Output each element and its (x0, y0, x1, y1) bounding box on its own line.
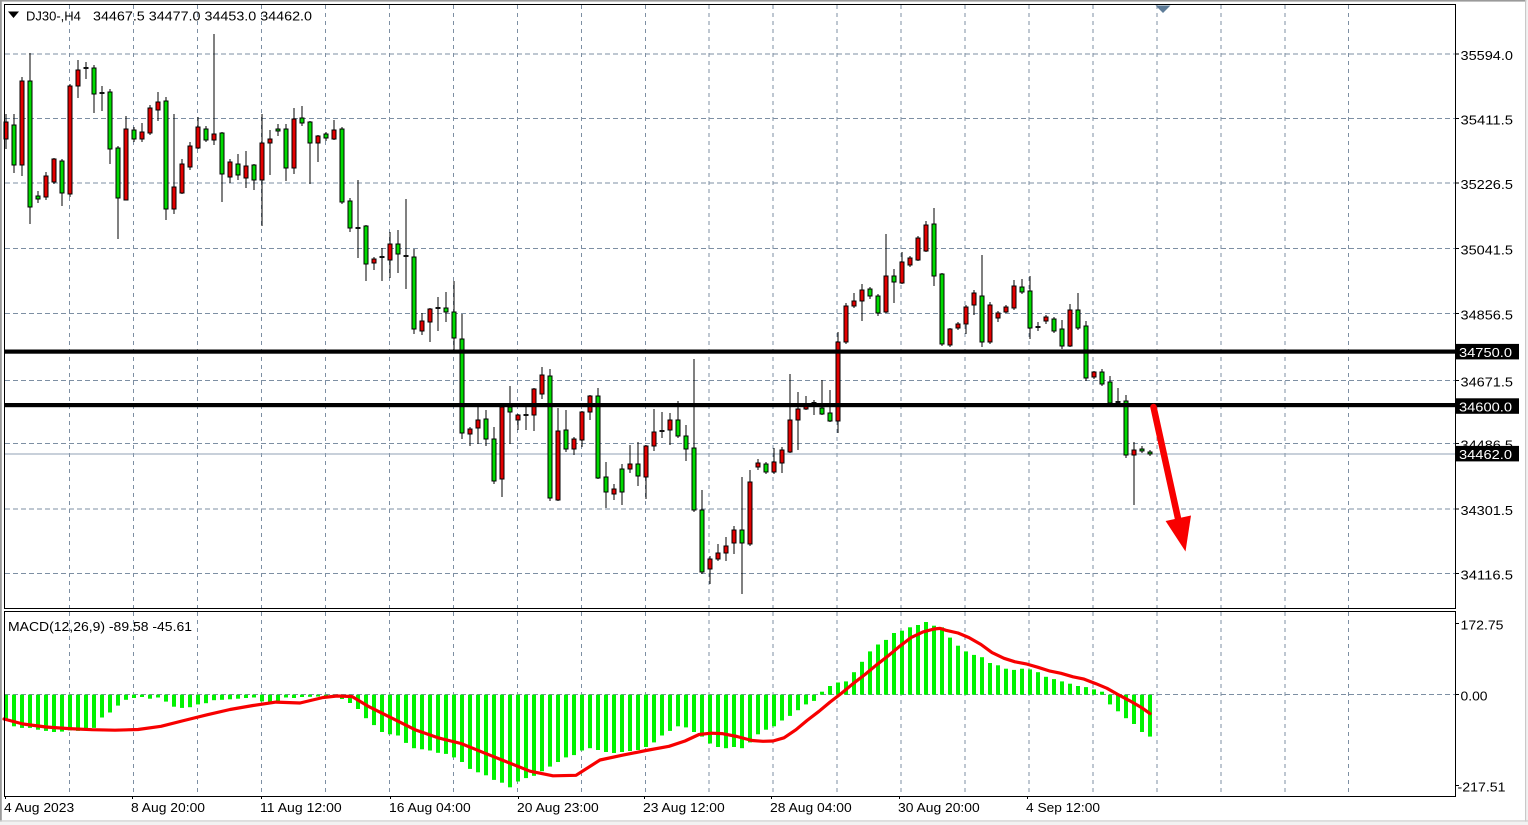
svg-text:4 Sep 12:00: 4 Sep 12:00 (1026, 800, 1100, 815)
svg-text:34750.0: 34750.0 (1459, 345, 1512, 360)
svg-text:16 Aug 04:00: 16 Aug 04:00 (389, 800, 471, 815)
svg-text:0.00: 0.00 (1461, 689, 1488, 704)
svg-text:35411.5: 35411.5 (1461, 113, 1514, 128)
svg-text:35041.5: 35041.5 (1461, 242, 1514, 257)
svg-text:20 Aug 23:00: 20 Aug 23:00 (517, 800, 599, 815)
svg-text:30 Aug 20:00: 30 Aug 20:00 (898, 800, 980, 815)
svg-text:-217.51: -217.51 (1458, 780, 1506, 795)
svg-text:DJ30-,H4: DJ30-,H4 (26, 9, 81, 24)
svg-text:MACD(12,26,9) -89.58 -45.61: MACD(12,26,9) -89.58 -45.61 (8, 619, 192, 634)
svg-text:34462.0: 34462.0 (1459, 447, 1512, 462)
svg-text:35594.0: 35594.0 (1461, 48, 1514, 63)
svg-text:34301.5: 34301.5 (1461, 503, 1514, 518)
svg-text:172.75: 172.75 (1461, 618, 1504, 633)
svg-text:34116.5: 34116.5 (1461, 568, 1514, 583)
svg-text:34467.5 34477.0 34453.0 34462.: 34467.5 34477.0 34453.0 34462.0 (93, 9, 312, 24)
svg-text:4 Aug 2023: 4 Aug 2023 (4, 800, 74, 815)
svg-text:23 Aug 12:00: 23 Aug 12:00 (643, 800, 725, 815)
svg-text:28 Aug 04:00: 28 Aug 04:00 (770, 800, 852, 815)
svg-text:34600.0: 34600.0 (1459, 399, 1512, 414)
svg-text:34856.5: 34856.5 (1461, 308, 1514, 323)
svg-text:35226.5: 35226.5 (1461, 177, 1514, 192)
svg-text:34671.5: 34671.5 (1461, 374, 1514, 389)
svg-text:11 Aug 12:00: 11 Aug 12:00 (260, 800, 342, 815)
svg-text:8 Aug 20:00: 8 Aug 20:00 (131, 800, 205, 815)
